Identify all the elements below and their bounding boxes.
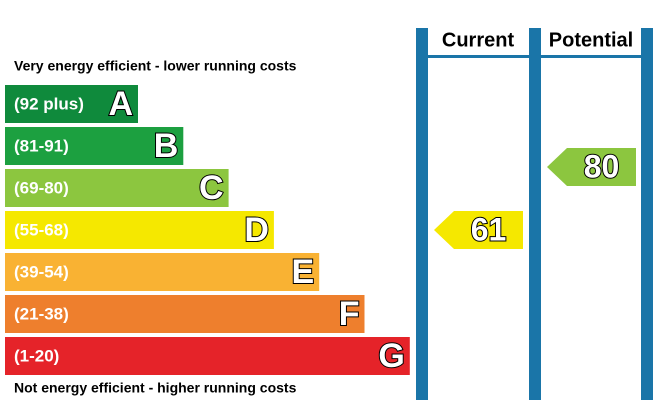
current-header: Current xyxy=(442,29,515,51)
band-range: (69-80) xyxy=(14,178,69,197)
band-letter: G xyxy=(378,337,404,375)
band-range: (92 plus) xyxy=(14,94,84,113)
band-range: (81-91) xyxy=(14,136,69,155)
potential-header: Potential xyxy=(549,29,633,51)
band-bar xyxy=(5,85,138,123)
potential-value: 80 xyxy=(584,148,620,184)
band-bar xyxy=(5,211,274,249)
band-range: (1-20) xyxy=(14,346,59,365)
column-divider xyxy=(416,28,428,400)
band-letter: B xyxy=(154,127,179,165)
band-bar xyxy=(5,253,320,291)
band-range: (39-54) xyxy=(14,262,69,281)
column-divider xyxy=(641,28,653,400)
current-value: 61 xyxy=(471,211,507,247)
band-letter: C xyxy=(199,169,224,207)
band-letter: A xyxy=(108,85,133,123)
band-range: (21-38) xyxy=(14,304,69,323)
band-bar xyxy=(5,169,229,207)
band-letter: D xyxy=(244,211,269,249)
band-range: (55-68) xyxy=(14,220,69,239)
band-bar xyxy=(5,295,365,333)
header-rule xyxy=(428,55,641,58)
band-bar xyxy=(5,337,410,375)
current-arrow xyxy=(434,211,523,249)
potential-arrow xyxy=(547,148,636,186)
band-letter: E xyxy=(292,253,315,291)
band-bar xyxy=(5,127,184,165)
bottom-caption: Not energy efficient - higher running co… xyxy=(14,380,297,396)
band-letter: F xyxy=(339,295,360,333)
top-caption: Very energy efficient - lower running co… xyxy=(14,58,297,74)
column-divider xyxy=(529,28,541,400)
